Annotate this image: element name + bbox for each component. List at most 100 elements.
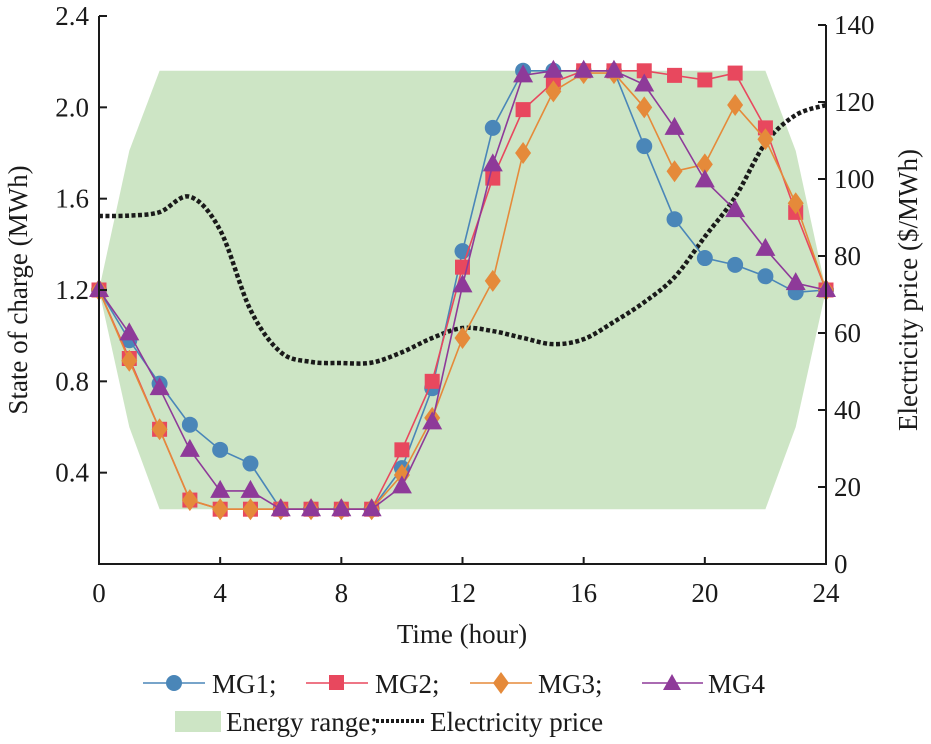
data-point-mg3 bbox=[212, 498, 229, 521]
legend-item-electricity-price: Electricity price bbox=[376, 707, 603, 737]
legend-item-energy-range: Energy range; bbox=[175, 707, 378, 737]
data-point-mg4 bbox=[361, 498, 382, 517]
y2-tick-label: 20 bbox=[834, 472, 861, 502]
x-tick-label: 4 bbox=[213, 578, 227, 608]
legend-item-mg4: MG4 bbox=[642, 669, 766, 699]
data-point-mg4 bbox=[179, 438, 200, 457]
data-point-mg1 bbox=[181, 416, 198, 433]
data-point-mg1 bbox=[212, 441, 229, 458]
data-point-mg4 bbox=[634, 73, 655, 92]
data-point-mg4 bbox=[755, 237, 776, 256]
y2-tick-label: 120 bbox=[834, 87, 875, 117]
data-point-mg4 bbox=[210, 479, 231, 498]
legend-item-mg2: MG2; bbox=[306, 669, 440, 699]
data-point-mg4 bbox=[482, 153, 503, 172]
x-tick-label: 16 bbox=[570, 578, 597, 608]
series-layer bbox=[89, 59, 836, 521]
data-point-mg4 bbox=[543, 59, 564, 78]
legend: MG1; MG2; MG3; MG4 Energy range; Electri… bbox=[143, 669, 766, 737]
data-point-mg3 bbox=[696, 153, 713, 176]
legend-label-energy-range-text: Energy range; bbox=[226, 707, 378, 737]
data-point-mg1 bbox=[666, 211, 683, 228]
data-point-mg4 bbox=[301, 498, 322, 517]
legend-marker-square bbox=[329, 675, 344, 690]
x-tick-label: 20 bbox=[691, 578, 718, 608]
x-tick-label: 24 bbox=[813, 578, 841, 608]
y-tick-label: 0.8 bbox=[55, 366, 89, 396]
data-point-mg2 bbox=[667, 67, 683, 83]
y2-tick-label: 40 bbox=[834, 395, 861, 425]
data-point-mg3 bbox=[757, 128, 774, 151]
data-point-mg2 bbox=[636, 63, 652, 79]
data-point-mg3 bbox=[515, 142, 532, 164]
y2-tick-label: 80 bbox=[834, 241, 861, 271]
y-tick-label: 2.0 bbox=[55, 92, 89, 122]
data-point-mg3 bbox=[787, 192, 804, 215]
data-point-mg4 bbox=[331, 498, 352, 517]
data-point-mg4 bbox=[785, 272, 806, 291]
y-tick-label: 1.2 bbox=[55, 275, 89, 305]
y-tick-label: 2.4 bbox=[55, 1, 89, 31]
data-point-mg1 bbox=[242, 455, 259, 472]
legend-label-mg2-text: MG2; bbox=[375, 669, 440, 699]
y2-axis-title: Electricity price ($/MWh) bbox=[893, 149, 923, 431]
y2-tick-label: 100 bbox=[834, 164, 875, 194]
data-point-mg4 bbox=[240, 479, 261, 498]
legend-swatch-energy-range bbox=[175, 711, 221, 732]
legend-label-mg1: MG1; bbox=[212, 669, 277, 699]
y-tick-label: 1.6 bbox=[55, 184, 89, 214]
y2-tick-label: 60 bbox=[834, 318, 861, 348]
data-point-mg1 bbox=[636, 138, 653, 155]
data-point-mg4 bbox=[422, 411, 443, 430]
data-point-mg4 bbox=[725, 199, 746, 218]
data-point-mg3 bbox=[666, 160, 683, 183]
data-point-mg4 bbox=[573, 59, 594, 78]
data-point-mg3 bbox=[727, 94, 744, 117]
series-mg4 bbox=[89, 59, 836, 517]
data-point-mg4 bbox=[664, 116, 685, 135]
data-point-mg1 bbox=[484, 119, 501, 136]
legend-label-electricity-price: Electricity price bbox=[430, 707, 603, 737]
data-point-mg4 bbox=[391, 475, 412, 494]
data-point-mg4 bbox=[119, 322, 140, 341]
data-point-mg1 bbox=[696, 250, 713, 267]
data-point-mg2 bbox=[515, 102, 531, 118]
data-point-mg4 bbox=[513, 64, 534, 83]
data-point-mg2 bbox=[424, 373, 440, 389]
legend-marker-triangle bbox=[663, 674, 681, 690]
y2-tick-label: 140 bbox=[834, 10, 875, 40]
data-point-mg4 bbox=[452, 274, 473, 293]
data-point-mg3 bbox=[636, 96, 653, 119]
data-point-mg4 bbox=[603, 59, 624, 78]
data-point-mg1 bbox=[757, 268, 774, 285]
data-point-mg2 bbox=[394, 442, 410, 458]
data-point-mg2 bbox=[697, 72, 713, 88]
y-axis-title: State of charge (MWh) bbox=[3, 165, 33, 414]
data-point-mg3 bbox=[121, 349, 138, 372]
x-axis-title: Time (hour) bbox=[397, 619, 527, 649]
data-point-mg3 bbox=[151, 418, 168, 441]
series-mg3 bbox=[91, 62, 834, 521]
y-tick-label: 0.4 bbox=[55, 458, 89, 488]
x-tick-label: 12 bbox=[449, 578, 476, 608]
data-point-mg4 bbox=[694, 169, 715, 188]
data-point-mg3 bbox=[484, 269, 501, 292]
legend-item-mg1: MG1; bbox=[143, 669, 277, 699]
axes-layer: 0 4 8 12 16 20 24 0.4 0.8 1.2 1.6 2.0 2.4 0 20 40 60 80 10… bbox=[55, 1, 874, 608]
legend-marker-diamond bbox=[493, 672, 509, 694]
data-point-mg3 bbox=[393, 463, 410, 486]
data-point-mg3 bbox=[181, 489, 198, 512]
data-point-mg3 bbox=[545, 80, 562, 103]
data-point-mg2 bbox=[757, 120, 773, 136]
y2-tick-label: 0 bbox=[834, 549, 848, 579]
data-point-mg4 bbox=[270, 498, 291, 517]
data-point-mg4 bbox=[149, 377, 170, 396]
legend-item-mg3: MG3; bbox=[470, 669, 603, 699]
x-tick-label: 0 bbox=[92, 578, 106, 608]
data-point-mg3 bbox=[242, 498, 259, 521]
data-point-mg1 bbox=[727, 256, 744, 273]
data-point-mg2 bbox=[727, 65, 743, 81]
legend-label-mg4: MG4 bbox=[708, 669, 766, 699]
data-point-mg3 bbox=[454, 326, 471, 349]
